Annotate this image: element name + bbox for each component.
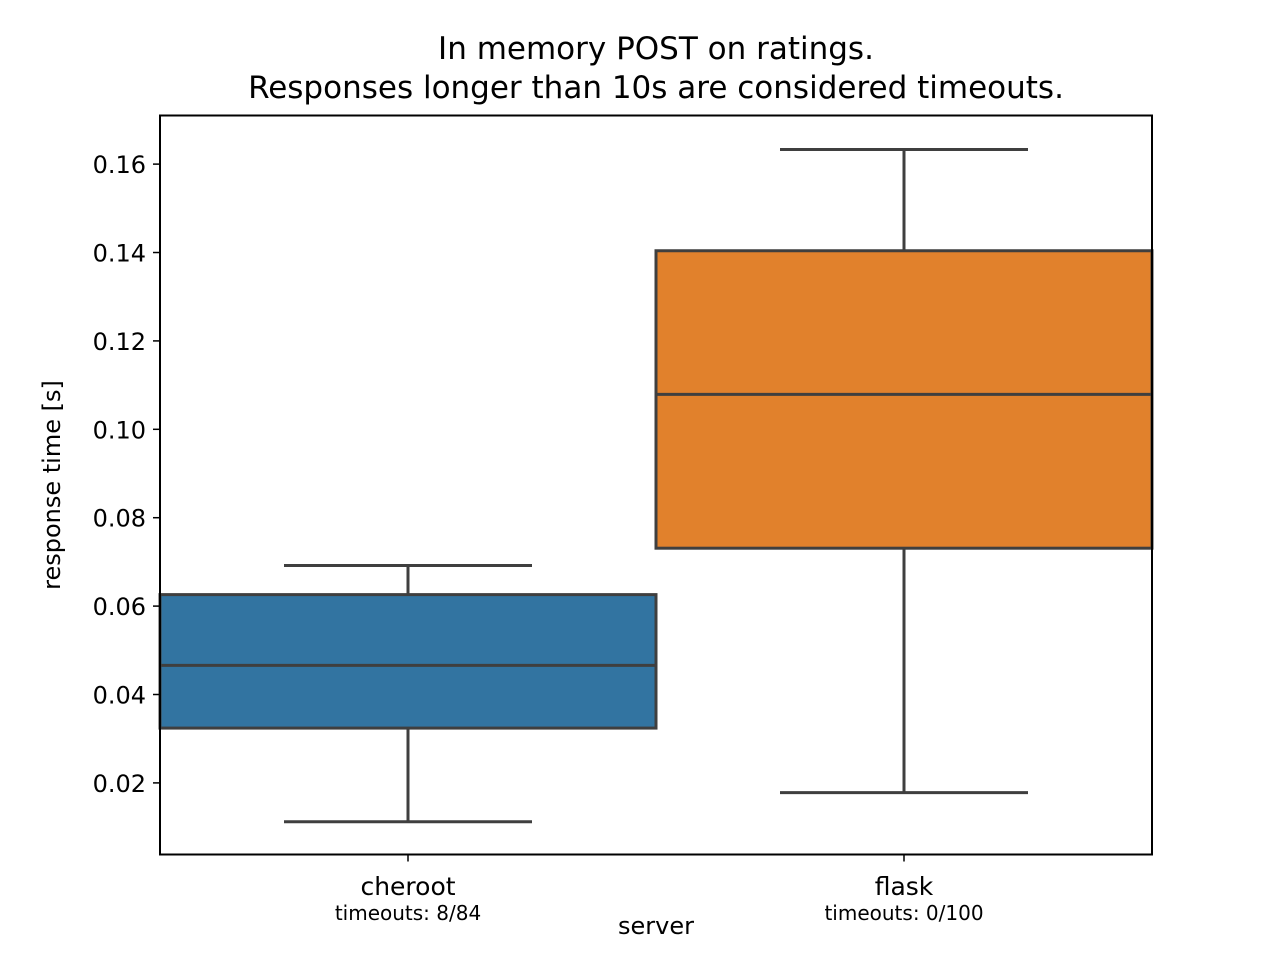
box-cheroot [158, 593, 658, 730]
y-axis-ticks: 0.02 0.04 0.06 0.08 0.10 0.12 0.14 0.16 [93, 151, 160, 798]
x-axis-label: server [618, 912, 694, 940]
y-tick-label: 0.12 [93, 328, 146, 356]
box-group-flask [654, 148, 1154, 795]
y-tick-label: 0.10 [93, 416, 146, 444]
y-tick-label: 0.16 [93, 151, 146, 179]
box-group-cheroot [158, 563, 658, 824]
y-tick-label: 0.04 [93, 682, 146, 710]
plot-area [158, 148, 1154, 824]
chart-title-line-2: Responses longer than 10s are considered… [248, 70, 1064, 106]
x-tick-label: cheroot [360, 872, 455, 901]
chart-title-line-1: In memory POST on ratings. [438, 31, 874, 67]
x-tick-sublabel: timeouts: 0/100 [824, 901, 983, 925]
box-flask [654, 249, 1154, 550]
y-axis-label: response time [s] [38, 380, 66, 590]
y-tick-label: 0.06 [93, 593, 146, 621]
y-tick-label: 0.08 [93, 505, 146, 533]
y-tick-label: 0.14 [93, 240, 146, 268]
x-tick-label: flask [875, 872, 934, 901]
y-tick-label: 0.02 [93, 770, 146, 798]
axes-frame [159, 114, 1153, 856]
x-tick-sublabel: timeouts: 8/84 [335, 901, 481, 925]
